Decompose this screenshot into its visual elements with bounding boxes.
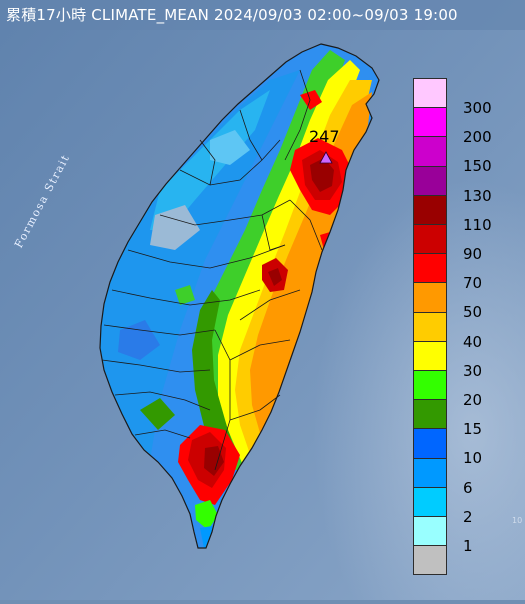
legend-label: 90 [463,245,483,263]
legend-swatch [413,194,447,225]
legend-swatch [413,282,447,313]
legend-label: 2 [463,507,473,526]
legend-label: 40 [463,332,483,351]
legend-label: 30 [463,361,483,380]
legend-swatch [413,399,447,430]
legend-swatch [413,253,447,284]
legend: 300 200 150 130 110 90 70 50 40 30 20 15 10 6 2 1 [413,78,513,576]
legend-swatch [413,224,447,255]
legend-label: 1 [463,537,473,555]
legend-label: 130 [463,186,492,205]
legend-swatch [413,311,447,342]
county-boundaries [101,69,323,471]
legend-swatch [413,136,447,167]
title-band [0,0,525,30]
legend-label: 70 [463,274,483,293]
legend-swatch [413,545,447,576]
legend-label: 15 [463,420,483,439]
legend-label: 110 [463,215,492,234]
map-title: 累積17小時 CLIMATE_MEAN 2024/09/03 02:00~09/… [6,6,458,24]
peak-marker-icon [319,151,333,164]
legend-swatch [413,370,447,401]
legend-label: 20 [463,391,483,409]
legend-label: 6 [463,478,473,497]
legend-swatch [413,107,447,138]
legend-swatch [413,428,447,459]
corner-mark: 10 [512,516,523,525]
peak-rainfall-label: 247 [309,127,340,146]
legend-swatch [413,165,447,196]
legend-label: 300 [463,99,492,117]
legend-swatch [413,516,447,547]
legend-label: 50 [463,303,483,322]
legend-swatch [413,457,447,488]
legend-label: 10 [463,449,483,468]
legend-swatch [413,78,447,109]
legend-label: 200 [463,128,492,147]
legend-swatch [413,486,447,517]
legend-swatch [413,340,447,371]
legend-label: 150 [463,157,492,176]
